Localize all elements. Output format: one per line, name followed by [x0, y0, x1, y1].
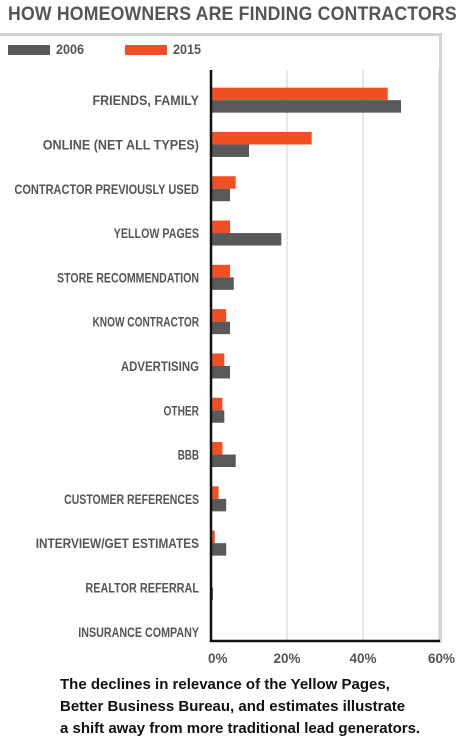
caption-line-3: a shift away from more traditional lead …	[60, 720, 421, 737]
chart-title: HOW HOMEOWNERS ARE FINDING CONTRACTORS	[8, 4, 457, 25]
bar-2015	[211, 131, 312, 145]
bar-2006	[211, 233, 282, 246]
caption-line-2: Better Business Bureau, and estimates il…	[60, 698, 406, 715]
legend-label-2006: 2006	[56, 41, 85, 57]
frame-right-line	[439, 33, 442, 643]
bar-2006	[211, 188, 230, 202]
caption: The declines in relevance of the Yellow …	[60, 674, 460, 740]
tick-label: 0%	[208, 651, 228, 666]
tick-label: 60%	[428, 651, 455, 666]
bar-2006	[211, 321, 230, 335]
tick-label: 20%	[273, 651, 300, 666]
category-label: ONLINE (NET ALL TYPES)	[43, 137, 199, 152]
category-label: STORE RECOMMENDATION	[57, 270, 199, 285]
bar-2006	[211, 454, 236, 468]
bar-2006	[211, 100, 401, 113]
bar-2015	[211, 486, 219, 499]
bar-2015	[211, 397, 223, 411]
category-label: FRIENDS, FAMILY	[93, 93, 200, 108]
bar-2006	[211, 543, 227, 556]
bar-chart: FRIENDS, FAMILY ONLINE (NET ALL TYPES) CON…	[14, 70, 455, 666]
category-label: REALTOR REFERRAL	[85, 580, 199, 595]
category-label: CONTRACTOR PREVIOUSLY USED	[14, 182, 199, 197]
legend-swatch-2015	[125, 45, 167, 55]
bar-2006	[211, 410, 225, 423]
category-label: BBB	[178, 448, 199, 463]
legend-label-2015: 2015	[173, 41, 202, 57]
bar-2015	[211, 87, 388, 101]
bar-2006	[211, 144, 249, 157]
tick-label: 40%	[349, 651, 376, 666]
category-label: INTERVIEW/GET ESTIMATES	[36, 536, 199, 551]
bar-2006	[211, 277, 234, 290]
legend-swatch-2006	[8, 45, 50, 55]
bar-2006	[211, 365, 230, 379]
bar-2015	[211, 264, 230, 278]
category-label: KNOW CONTRACTOR	[93, 315, 200, 330]
bar-2006	[211, 498, 227, 512]
bar-2015	[211, 220, 230, 234]
category-label: CUSTOMER REFERENCES	[64, 492, 199, 507]
frame-top-line	[0, 33, 442, 36]
caption-line-1: The declines in relevance of the Yellow …	[60, 676, 390, 693]
category-label: ADVERTISING	[121, 359, 199, 374]
bar-2015	[211, 353, 225, 366]
category-label: OTHER	[164, 403, 200, 418]
bar-2015	[211, 530, 215, 544]
category-label: INSURANCE COMPANY	[78, 625, 199, 640]
bar-2015	[211, 442, 223, 455]
bar-2015	[211, 309, 227, 322]
category-label: YELLOW PAGES	[114, 226, 199, 241]
bar-2015	[211, 176, 236, 189]
